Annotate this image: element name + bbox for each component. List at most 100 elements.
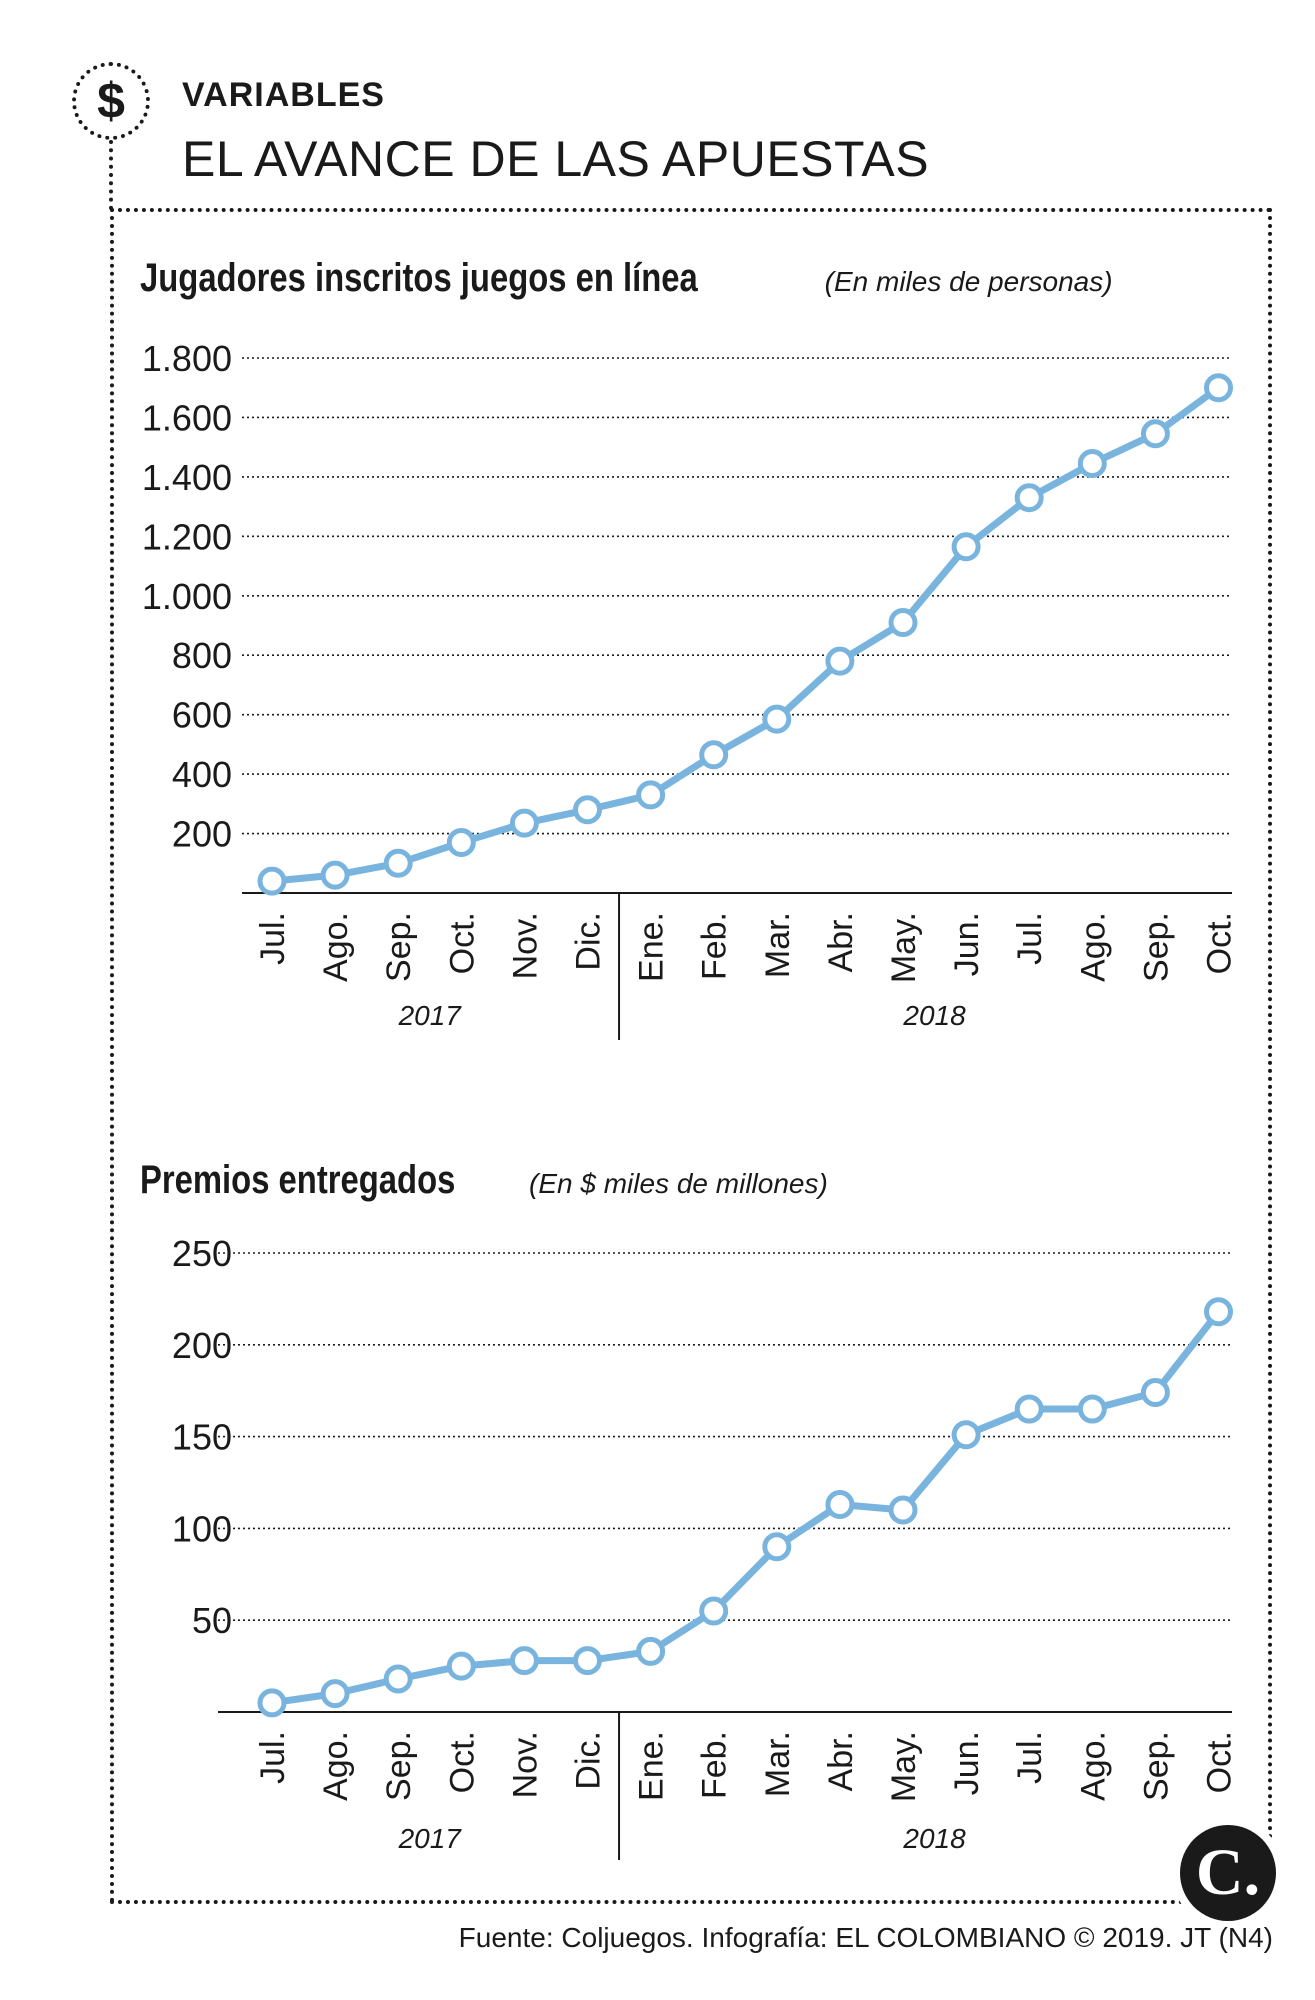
chart2-series-line [271,1309,1222,1707]
chart2-month-label: Ene. [633,1731,671,1801]
chart2-data-point [1014,1394,1044,1424]
chart1-month-label: Ene. [633,912,671,982]
chart2-month-label: Jul. [1011,1731,1049,1784]
chart2-data-point [320,1679,350,1709]
chart1-data-point [446,827,476,857]
infographic-frame [110,208,1272,1904]
chart1-month-label: Oct. [443,912,481,974]
logo-glyph: C. [1195,1836,1261,1909]
el-colombiano-logo-icon: C. [1180,1825,1276,1921]
chart2-data-point [383,1664,413,1694]
chart2-month-label: Mar. [759,1731,797,1797]
chart1-title: Jugadores inscritos juegos en línea [140,256,698,300]
chart1-data-point [573,795,602,825]
dollar-icon: $ [72,62,150,140]
chart2-month-label: Jun. [948,1731,986,1795]
chart2-data-point [825,1490,855,1520]
chart2-data-point [1204,1297,1233,1327]
chart2-month-label: Ago. [317,1731,355,1801]
chart2-title-block: Premios entregados (En $ miles de millon… [140,1158,828,1203]
chart1-data-point [762,704,792,734]
chart1-month-label: Dic. [570,912,608,971]
chart1-month-label: Abr. [822,912,860,972]
chart1-month-label: Oct. [1201,912,1239,974]
chart1-year-label: 2017 [398,1000,463,1031]
chart1-title-block: Jugadores inscritos juegos en línea (En … [140,256,1113,301]
chart2-month-label: May. [885,1731,923,1802]
chart2-title: Premios entregados [140,1158,456,1202]
chart1-month-label: Jul. [254,912,292,965]
chart1-data-point [509,808,539,838]
chart2-data-point [1077,1394,1107,1424]
chart2-month-label: Oct. [1201,1731,1239,1793]
chart2-month-label: Sep. [1137,1731,1175,1801]
chart1-year-label: 2018 [902,1000,966,1031]
section-kicker: VARIABLES [182,76,385,114]
chart2-ytick-label: 50 [192,1600,232,1641]
decorative-dotted-line [109,140,113,210]
chart2-ytick-label: 200 [172,1325,232,1366]
chart2-data-point [762,1532,792,1562]
chart2-month-label: Oct. [443,1731,481,1793]
chart2-month-label: Dic. [570,1731,608,1790]
chart2-year-label: 2018 [902,1823,966,1854]
chart1-month-label: Jul. [1011,912,1049,965]
chart1-month-label: Sep. [380,912,418,982]
chart2-month-label: Abr. [822,1731,860,1791]
chart1-ytick-label: 1.000 [142,576,232,617]
chart1-month-label: May. [885,912,923,983]
chart1-month-label: Ago. [317,912,355,982]
chart1-data-point [257,866,287,896]
chart1-ytick-label: 1.600 [142,397,232,438]
chart2-month-label: Sep. [380,1731,418,1801]
chart2-month-label: Ago. [1074,1731,1112,1801]
chart1-ytick-label: 800 [172,635,232,676]
chart1-ytick-label: 1.200 [142,516,232,557]
chart2-data-point [951,1420,981,1450]
chart1-series-line [271,384,1221,885]
chart1-data-point [320,860,350,890]
chart1-ytick-label: 600 [172,695,232,736]
chart1-data-point [1204,373,1233,403]
page-title: EL AVANCE DE LAS APUESTAS [182,131,930,187]
chart1-data-point [699,740,729,770]
chart2-data-point [636,1636,666,1666]
chart1-data-point [825,646,855,676]
chart1-data-point [951,532,981,562]
chart2-month-label: Feb. [696,1731,734,1799]
chart2-subtitle: (En $ miles de millones) [529,1168,828,1199]
chart1-subtitle: (En miles de personas) [824,266,1113,297]
chart1-month-label: Jun. [948,912,986,976]
chart1-data-point [1014,483,1044,513]
chart1-month-label: Ago. [1074,912,1112,982]
chart2-data-point [699,1596,729,1626]
chart1-data-point [1077,449,1107,479]
chart2-data-point [888,1495,918,1525]
chart1-ytick-label: 200 [172,814,232,855]
chart1-month-label: Feb. [696,912,734,980]
chart2-data-point [573,1646,602,1676]
chart1-month-label: Mar. [759,912,797,978]
chart1-month-label: Nov. [506,912,544,979]
chart1-ytick-label: 400 [172,754,232,795]
chart2-month-label: Jul. [254,1731,292,1784]
chart2-data-point [446,1651,476,1681]
chart1-data-point [888,608,918,638]
chart2-ytick-label: 250 [172,1233,232,1274]
chart2-data-point [509,1646,539,1676]
chart1-ytick-label: 1.800 [142,338,232,379]
chart1-data-point [383,848,413,878]
chart1-data-point [1140,419,1170,449]
chart1-ytick-label: 1.400 [142,457,232,498]
source-credit: Fuente: Coljuegos. Infografía: EL COLOMB… [458,1922,1273,1953]
chart2-ytick-label: 150 [172,1417,232,1458]
chart2-month-label: Nov. [506,1731,544,1798]
chart2-year-label: 2017 [398,1823,463,1854]
chart2-ytick-label: 100 [172,1508,232,1549]
chart1-data-point [636,780,666,810]
chart2-data-point [257,1688,287,1718]
dollar-glyph: $ [97,73,125,129]
chart1-month-label: Sep. [1137,912,1175,982]
